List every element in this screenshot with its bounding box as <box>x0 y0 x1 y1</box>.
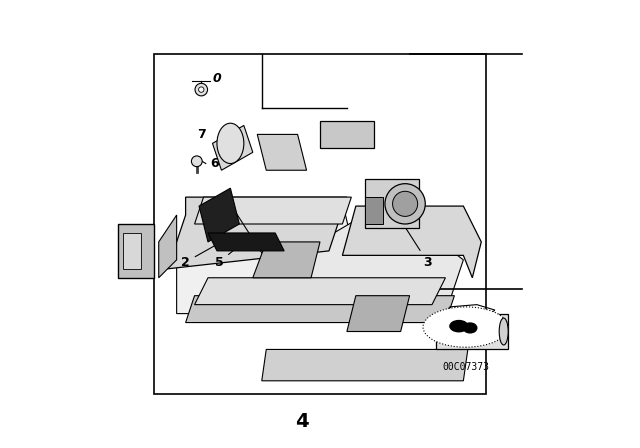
Polygon shape <box>208 233 284 251</box>
Polygon shape <box>195 278 445 305</box>
Ellipse shape <box>217 123 244 164</box>
Polygon shape <box>436 314 508 349</box>
Text: 6: 6 <box>211 157 219 170</box>
Text: 5: 5 <box>215 244 242 269</box>
Polygon shape <box>195 197 351 224</box>
Polygon shape <box>212 125 253 170</box>
Polygon shape <box>320 121 374 148</box>
Text: 4: 4 <box>295 412 309 431</box>
Polygon shape <box>365 197 383 224</box>
Polygon shape <box>199 188 239 242</box>
Bar <box>154 54 486 394</box>
Polygon shape <box>257 134 307 170</box>
Polygon shape <box>123 233 141 269</box>
Text: 00C07373: 00C07373 <box>442 362 489 372</box>
Circle shape <box>195 83 207 96</box>
Ellipse shape <box>450 321 468 332</box>
Circle shape <box>385 184 426 224</box>
Polygon shape <box>168 197 347 269</box>
Ellipse shape <box>423 307 508 347</box>
Circle shape <box>392 191 418 216</box>
Text: 0: 0 <box>212 72 221 85</box>
Polygon shape <box>262 349 468 381</box>
Circle shape <box>191 156 202 167</box>
Polygon shape <box>347 296 410 332</box>
Text: 3: 3 <box>393 208 432 269</box>
Polygon shape <box>159 215 177 278</box>
Ellipse shape <box>463 323 477 333</box>
Ellipse shape <box>499 318 508 345</box>
Text: 2: 2 <box>181 243 219 269</box>
Polygon shape <box>118 224 154 278</box>
Polygon shape <box>298 202 463 314</box>
Polygon shape <box>177 202 356 314</box>
Text: 1: 1 <box>221 190 265 258</box>
Circle shape <box>198 87 204 92</box>
Polygon shape <box>365 179 419 228</box>
Polygon shape <box>342 206 481 278</box>
Polygon shape <box>186 296 454 323</box>
Polygon shape <box>253 242 320 278</box>
Text: 7: 7 <box>197 128 205 141</box>
